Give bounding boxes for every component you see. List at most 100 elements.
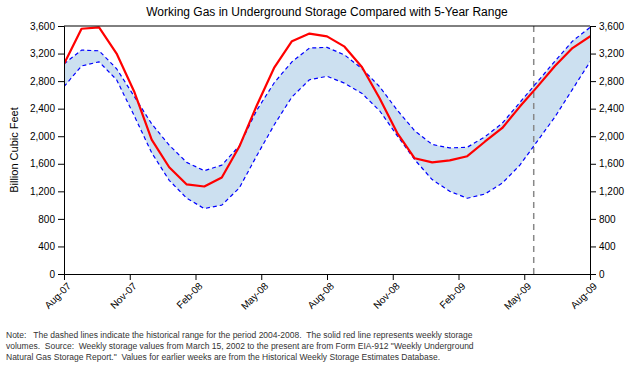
tick: 0: [590, 269, 605, 280]
tick-label: 2,800: [599, 76, 624, 87]
tick-label: 400: [38, 241, 55, 252]
tick-label: Nov-08: [371, 280, 402, 311]
tick: Nov-08: [371, 274, 402, 311]
tick: 1,600: [590, 158, 624, 169]
range-band: [64, 27, 590, 208]
y2-axis: 0 400 800 1,200 1,600 2,000 2,400 2,800 3,200 3,6…: [590, 21, 624, 280]
tick-label: 2,800: [30, 76, 55, 87]
tick-mark: [524, 274, 525, 280]
tick-label: Aug-08: [305, 280, 336, 311]
tick-label: Feb-09: [437, 280, 467, 310]
tick: Aug-08: [305, 274, 336, 311]
marks: [64, 26, 590, 274]
tick-mark: [130, 274, 131, 280]
tick: Aug-07: [42, 274, 73, 311]
tick: Feb-09: [437, 274, 467, 311]
tick: 1,200: [30, 186, 64, 197]
tick: 2,800: [590, 76, 624, 87]
tick: 800: [590, 214, 616, 225]
tick-mark: [590, 26, 596, 27]
tick-label: 3,600: [599, 21, 624, 32]
series-line: [64, 62, 590, 209]
tick: May-09: [502, 274, 534, 312]
tick-label: Aug-09: [568, 280, 599, 311]
tick: May-08: [239, 274, 271, 312]
tick: 400: [590, 241, 616, 252]
tick: 3,600: [30, 21, 64, 32]
tick: 1,600: [30, 158, 64, 169]
tick: 2,000: [30, 131, 64, 142]
tick-mark: [327, 274, 328, 280]
tick-mark: [58, 219, 64, 220]
tick-label: 2,400: [30, 103, 55, 114]
axis-line: [591, 27, 597, 275]
tick-label: May-08: [239, 280, 271, 312]
tick-mark: [590, 164, 596, 165]
tick-mark: [261, 274, 262, 280]
tick-label: 1,600: [599, 158, 624, 169]
reference-line: [533, 26, 535, 274]
tick-mark: [58, 274, 64, 275]
note: Note: The dashed lines indicate the hist…: [6, 330, 474, 362]
tick-label: 3,200: [30, 48, 55, 59]
tick-label: 2,000: [599, 131, 624, 142]
tick-label: 3,600: [30, 21, 55, 32]
tick: 3,200: [590, 48, 624, 59]
tick: 2,400: [30, 103, 64, 114]
tick-mark: [393, 274, 394, 280]
series-line: [64, 27, 590, 170]
frame-line: [64, 26, 590, 27]
tick-label: Feb-08: [174, 280, 204, 310]
tick: Nov-07: [108, 274, 139, 311]
x-axis: Aug-07 Nov-07 Feb-08 May-08 Aug-08 Nov-08 Feb-…: [42, 274, 599, 312]
tick-label: 0: [599, 269, 605, 280]
tick: 1,200: [590, 186, 624, 197]
tick-label: 3,200: [599, 48, 624, 59]
tick-label: Aug-07: [42, 280, 73, 311]
y-axis: 0 400 800 1,200 1,600 2,000 2,400 2,800 3,200 3,6…: [30, 21, 65, 280]
note-line: Note: The dashed lines indicate the hist…: [6, 330, 473, 340]
tick-mark: [58, 191, 64, 192]
tick-mark: [590, 219, 596, 220]
tick-label: 1,600: [30, 158, 55, 169]
plot: Aug-07 Nov-07 Feb-08 May-08 Aug-08 Nov-08 Feb-…: [30, 21, 624, 312]
tick-mark: [58, 26, 64, 27]
tick: 2,000: [590, 131, 624, 142]
tick-mark: [58, 246, 64, 247]
tick-mark: [590, 246, 596, 247]
tick-label: 2,000: [30, 131, 55, 142]
tick-mark: [590, 109, 596, 110]
tick: 0: [49, 269, 64, 280]
tick: 400: [38, 241, 64, 252]
tick-mark: [58, 109, 64, 110]
tick-label: 1,200: [30, 186, 55, 197]
tick-mark: [590, 136, 596, 137]
tick: 3,200: [30, 48, 64, 59]
tick: 800: [38, 214, 64, 225]
tick: Feb-08: [174, 274, 204, 311]
tick-mark: [58, 81, 64, 82]
tick-label: 800: [599, 214, 616, 225]
tick-mark: [590, 54, 596, 55]
axis-line: [65, 275, 591, 281]
tick-label: 1,200: [599, 186, 624, 197]
note-line: Natural Gas Storage Report." Values for …: [6, 352, 440, 362]
y-axis-title: Billion Cubic Feet: [8, 107, 20, 193]
tick-mark: [459, 274, 460, 280]
tick-label: Nov-07: [108, 280, 139, 311]
chart: Aug-07 Nov-07 Feb-08 May-08 Aug-08 Nov-08 Feb-…: [0, 0, 638, 366]
tick-mark: [590, 191, 596, 192]
tick-mark: [590, 274, 596, 275]
tick: 2,800: [30, 76, 64, 87]
tick-label: May-09: [502, 280, 534, 312]
tick: Aug-09: [568, 274, 599, 311]
tick-mark: [196, 274, 197, 280]
note-line: volumes. Source: Weekly storage values f…: [6, 341, 474, 351]
tick: 2,400: [590, 103, 624, 114]
tick: 3,600: [590, 21, 624, 32]
title: Working Gas in Underground Storage Compa…: [146, 5, 508, 19]
tick-mark: [590, 81, 596, 82]
series-line: [64, 27, 590, 186]
axis-line: [58, 27, 65, 275]
tick-mark: [58, 164, 64, 165]
